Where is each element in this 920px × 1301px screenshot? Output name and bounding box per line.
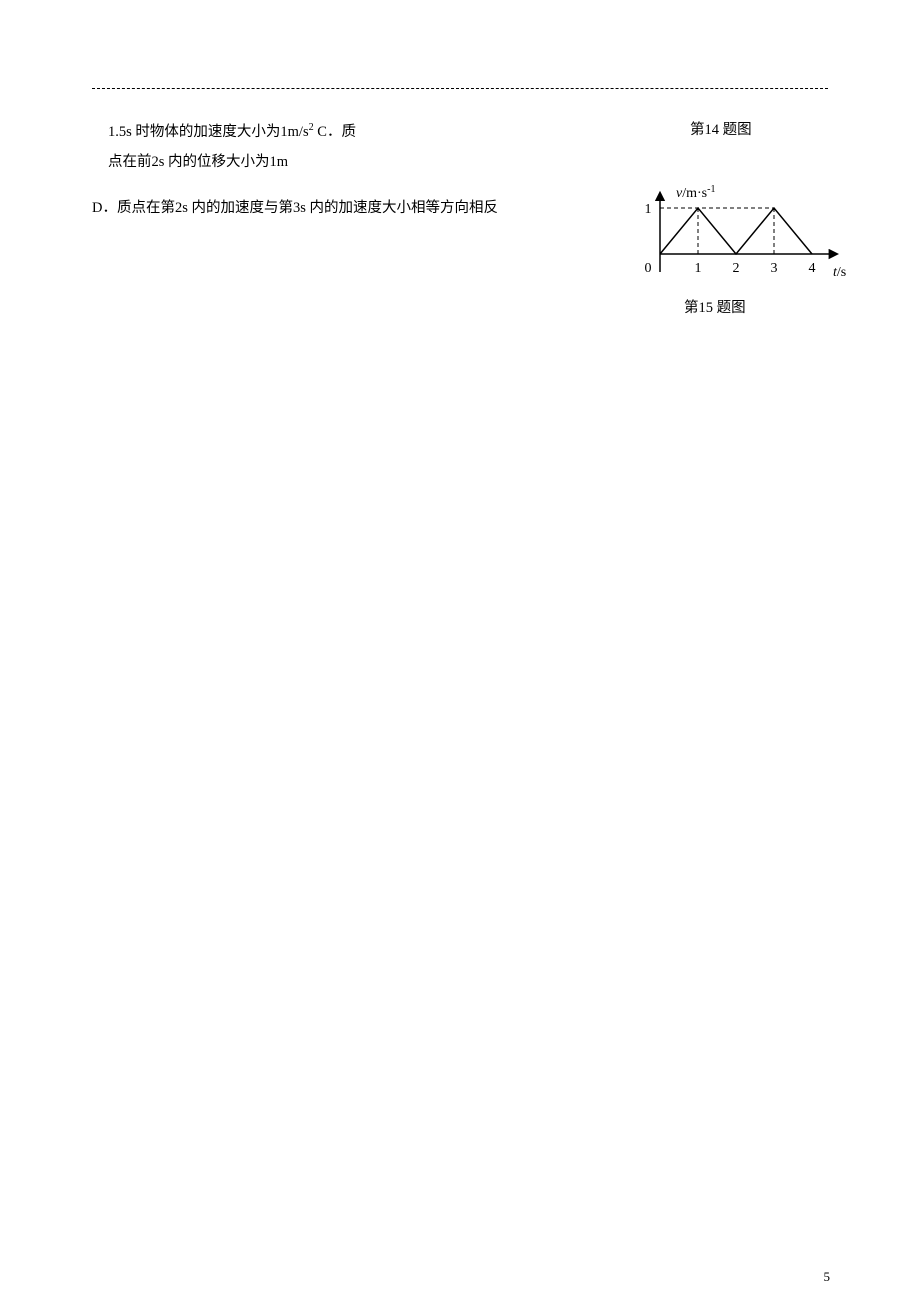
svg-text:2: 2 (733, 261, 740, 276)
text-line-2: 点在前2s 内的位移大小为1m (108, 148, 288, 177)
figure-15-chart: 0 1 2 3 4 1 v/m·s-1 t/s (624, 158, 854, 298)
svg-text:t/s: t/s (833, 265, 846, 280)
vt-graph-svg: 0 1 2 3 4 1 v/m·s-1 t/s (624, 158, 854, 298)
svg-text:1: 1 (695, 261, 702, 276)
svg-text:3: 3 (771, 261, 778, 276)
text-line-1: 1.5s 时物体的加速度大小为1m/s2 C．质 (108, 118, 356, 147)
figure-caption-15: 第15 题图 (684, 296, 746, 317)
line1-part-a: 1.5s 时物体的加速度大小为1m/s (108, 124, 309, 140)
svg-text:1: 1 (645, 202, 652, 217)
horizontal-rule (92, 88, 828, 89)
text-option-d: D．质点在第2s 内的加速度与第3s 内的加速度大小相等方向相反 (92, 194, 498, 223)
svg-text:v/m·s-1: v/m·s-1 (676, 183, 715, 201)
svg-text:0: 0 (645, 261, 652, 276)
svg-text:4: 4 (809, 261, 816, 276)
page-number: 5 (824, 1269, 831, 1285)
figure-caption-14: 第14 题图 (690, 118, 752, 139)
line1-part-b: C．质 (314, 124, 356, 140)
